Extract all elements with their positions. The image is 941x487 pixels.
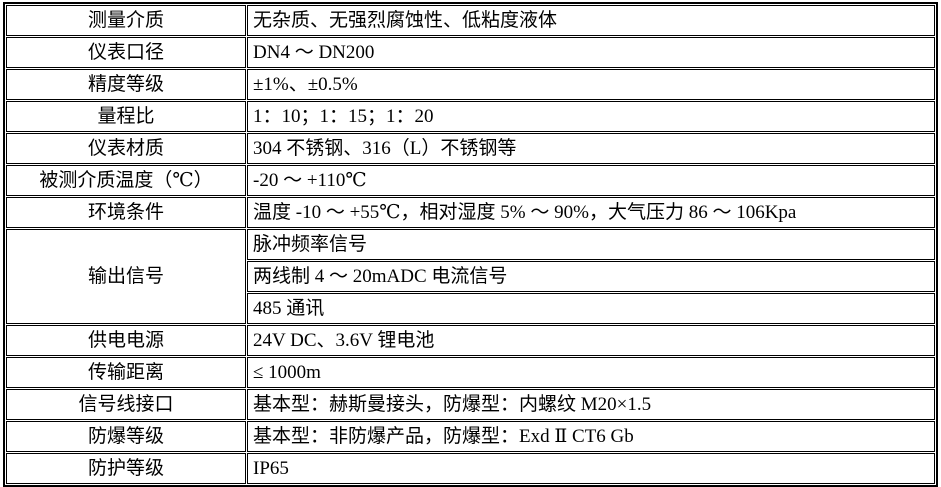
spec-value: 基本型：赫斯曼接头，防爆型：内螺纹 M20×1.5 xyxy=(247,389,935,420)
table-row: 精度等级 ±1%、±0.5% xyxy=(6,69,935,100)
product-spec-table: 测量介质 无杂质、无强烈腐蚀性、低粘度液体 仪表口径 DN4 ～ DN200 精… xyxy=(3,2,938,487)
table-row: 防爆等级 基本型：非防爆产品，防爆型：Exd Ⅱ CT6 Gb xyxy=(6,421,935,452)
table-row: 仪表材质 304 不锈钢、316（L）不锈钢等 xyxy=(6,133,935,164)
table-row: 两线制 4 ～ 20mADC 电流信号 xyxy=(6,261,935,292)
spec-value: -20 ～ +110℃ xyxy=(247,165,935,196)
spec-label: 精度等级 xyxy=(6,69,246,100)
spec-label: 信号线接口 xyxy=(6,389,246,420)
spec-label: 供电电源 xyxy=(6,325,246,356)
table-row: 被测介质温度（℃） -20 ～ +110℃ xyxy=(6,165,935,196)
table-row: 测量介质 无杂质、无强烈腐蚀性、低粘度液体 xyxy=(6,5,935,36)
spec-value: 无杂质、无强烈腐蚀性、低粘度液体 xyxy=(247,5,935,36)
spec-label: 被测介质温度（℃） xyxy=(6,165,246,196)
table-row: 环境条件 温度 -10 ～ +55℃，相对湿度 5% ～ 90%，大气压力 86… xyxy=(6,197,935,228)
spec-value: ±1%、±0.5% xyxy=(247,69,935,100)
spec-value: 24V DC、3.6V 锂电池 xyxy=(247,325,935,356)
table-row: 485 通讯 xyxy=(6,293,935,324)
spec-value: ≤ 1000m xyxy=(247,357,935,388)
spec-label: 仪表材质 xyxy=(6,133,246,164)
spec-value: 两线制 4 ～ 20mADC 电流信号 xyxy=(247,261,935,292)
spec-value: 基本型：非防爆产品，防爆型：Exd Ⅱ CT6 Gb xyxy=(247,421,935,452)
spec-label: 防爆等级 xyxy=(6,421,246,452)
table-row: 量程比 1：10；1：15；1：20 xyxy=(6,101,935,132)
spec-value: 脉冲频率信号 xyxy=(247,229,935,260)
table-row: 信号线接口 基本型：赫斯曼接头，防爆型：内螺纹 M20×1.5 xyxy=(6,389,935,420)
table-row: 防护等级 IP65 xyxy=(6,453,935,484)
spec-value: IP65 xyxy=(247,453,935,484)
spec-value: 304 不锈钢、316（L）不锈钢等 xyxy=(247,133,935,164)
spec-label: 仪表口径 xyxy=(6,37,246,68)
table-row: 传输距离 ≤ 1000m xyxy=(6,357,935,388)
spec-label-output-signal: 输出信号 xyxy=(6,229,246,324)
spec-value: 485 通讯 xyxy=(247,293,935,324)
spec-label: 测量介质 xyxy=(6,5,246,36)
table-row: 仪表口径 DN4 ～ DN200 xyxy=(6,37,935,68)
spec-value: 1：10；1：15；1：20 xyxy=(247,101,935,132)
table-row: 供电电源 24V DC、3.6V 锂电池 xyxy=(6,325,935,356)
spec-label: 量程比 xyxy=(6,101,246,132)
spec-value: DN4 ～ DN200 xyxy=(247,37,935,68)
spec-value: 温度 -10 ～ +55℃，相对湿度 5% ～ 90%，大气压力 86 ～ 10… xyxy=(247,197,935,228)
spec-label: 环境条件 xyxy=(6,197,246,228)
spec-label: 防护等级 xyxy=(6,453,246,484)
spec-label: 传输距离 xyxy=(6,357,246,388)
table-row: 输出信号 脉冲频率信号 xyxy=(6,229,935,324)
